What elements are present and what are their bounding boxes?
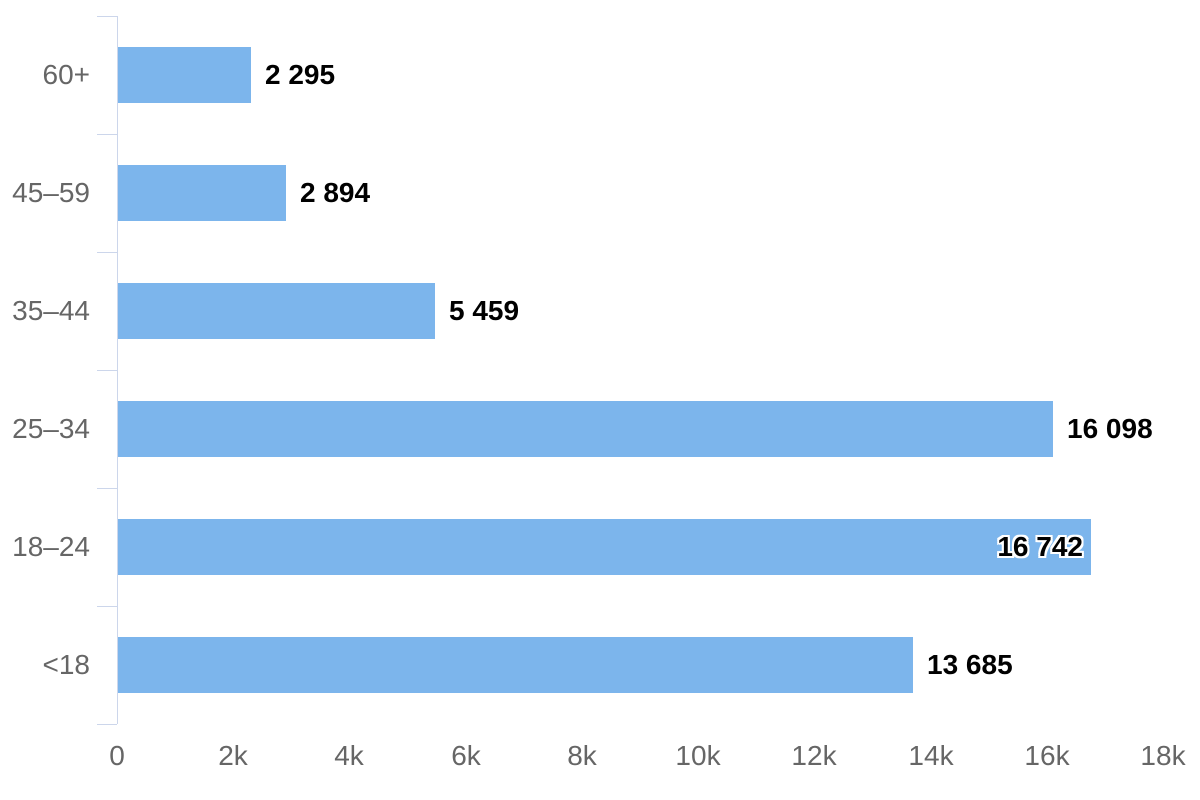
value-label: 2 295 [265, 59, 336, 90]
bar-45–59[interactable] [118, 165, 286, 221]
bar-<18[interactable] [118, 637, 913, 693]
x-axis-label: 16k [1024, 740, 1070, 771]
value-label: 16 742 [997, 531, 1083, 562]
x-axis-label: 2k [218, 740, 248, 771]
y-axis-tick [97, 724, 117, 725]
value-label: 5 459 [449, 295, 520, 326]
x-axis-label: 0 [109, 740, 125, 771]
category-label: <18 [42, 649, 91, 680]
bar-60+[interactable] [118, 47, 251, 103]
value-label: 2 894 [300, 177, 371, 208]
category-label: 60+ [42, 59, 91, 90]
y-axis-tick [97, 606, 117, 607]
y-axis-tick [97, 134, 117, 135]
x-axis-label: 6k [451, 740, 481, 771]
x-axis-label: 8k [567, 740, 597, 771]
x-axis-label: 18k [1140, 740, 1186, 771]
y-axis-line [117, 16, 118, 724]
bar-25–34[interactable] [118, 401, 1053, 457]
y-axis-tick [97, 16, 117, 17]
x-axis-label: 14k [908, 740, 954, 771]
category-label: 45–59 [12, 177, 90, 208]
category-label: 18–24 [12, 531, 90, 562]
y-axis-tick [97, 252, 117, 253]
value-label: 16 098 [1067, 413, 1153, 444]
value-label: 13 685 [927, 649, 1013, 680]
y-axis-tick [97, 488, 117, 489]
bar-18–24[interactable] [118, 519, 1091, 575]
x-axis-label: 4k [334, 740, 364, 771]
bar-35–44[interactable] [118, 283, 435, 339]
x-axis-label: 12k [791, 740, 837, 771]
x-axis-label: 10k [675, 740, 721, 771]
category-label: 25–34 [12, 413, 90, 444]
y-axis-tick [97, 370, 117, 371]
category-label: 35–44 [12, 295, 90, 326]
